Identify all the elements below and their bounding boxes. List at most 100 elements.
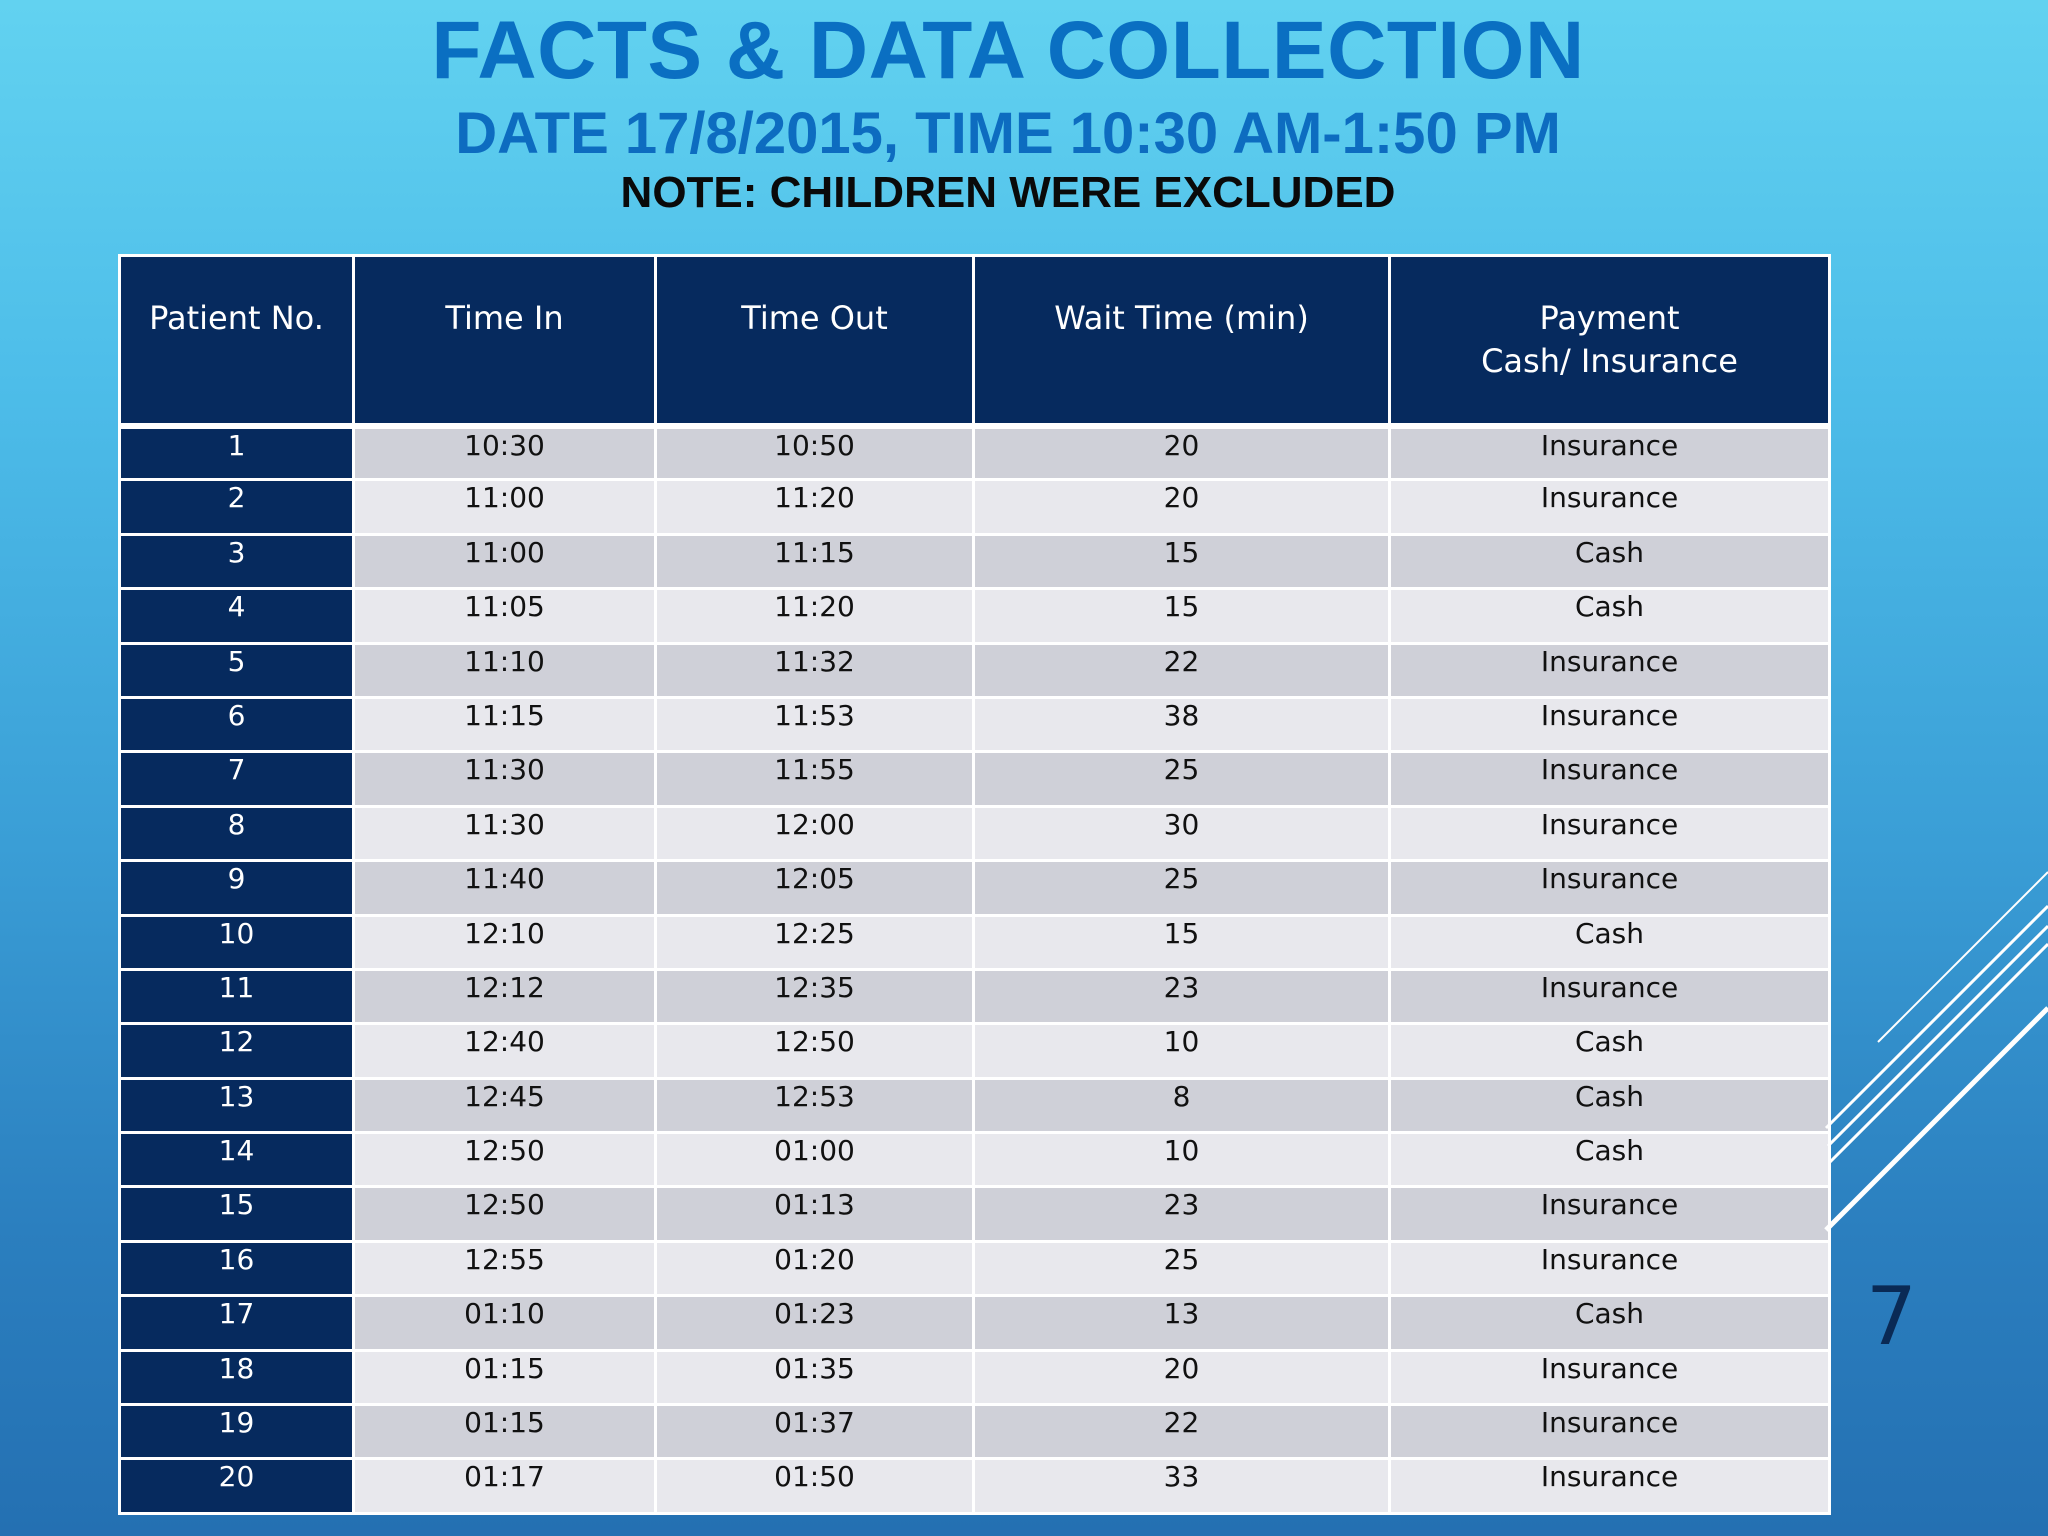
time-in-cell: 11:30 xyxy=(352,804,657,863)
time-in-cell: 11:05 xyxy=(352,587,657,645)
time-in-cell: 12:45 xyxy=(352,1076,657,1135)
time-out-cell: 11:20 xyxy=(654,478,975,536)
patient-number-cell: 14 xyxy=(118,1131,355,1189)
time-out-cell: 12:25 xyxy=(654,913,975,971)
time-out-cell: 01:23 xyxy=(654,1294,975,1352)
time-in-cell: 12:10 xyxy=(352,913,657,971)
time-in-cell: 11:15 xyxy=(352,695,657,754)
time-in-cell: 01:15 xyxy=(352,1348,657,1407)
wait-time-cell: 15 xyxy=(972,532,1391,591)
table-row: 3 11:00 11:15 15 Cash xyxy=(118,532,1831,591)
deco-line xyxy=(1824,904,2048,1130)
time-out-cell: 12:00 xyxy=(654,804,975,863)
patient-number-cell: 7 xyxy=(118,750,355,808)
table-row: 4 11:05 11:20 15 Cash xyxy=(118,587,1831,645)
payment-cell: Insurance xyxy=(1388,423,1831,482)
patient-number-cell: 10 xyxy=(118,913,355,971)
time-in-cell: 11:40 xyxy=(352,859,657,917)
wait-time-cell: 15 xyxy=(972,587,1391,645)
patient-number-cell: 2 xyxy=(118,478,355,536)
column-header-payment: Payment Cash/ Insurance xyxy=(1388,255,1831,429)
slide-note: NOTE: CHILDREN WERE EXCLUDED xyxy=(620,168,1396,217)
column-header-time-out: Time Out xyxy=(654,255,975,429)
wait-time-cell: 20 xyxy=(972,478,1391,536)
table-row: 6 11:15 11:53 38 Insurance xyxy=(118,695,1831,754)
wait-time-cell: 15 xyxy=(972,913,1391,971)
payment-cell: Insurance xyxy=(1388,859,1831,917)
slide-subtitle: DATE 17/8/2015, TIME 10:30 AM-1:50 PM xyxy=(455,101,1561,166)
table-row: 10 12:10 12:25 15 Cash xyxy=(118,913,1831,971)
payment-cell: Insurance xyxy=(1388,1457,1831,1515)
patient-number-cell: 16 xyxy=(118,1239,355,1298)
time-out-cell: 01:37 xyxy=(654,1403,975,1461)
time-in-cell: 01:10 xyxy=(352,1294,657,1352)
patient-number-cell: 6 xyxy=(118,695,355,754)
time-in-cell: 10:30 xyxy=(352,423,657,482)
payment-cell: Insurance xyxy=(1388,1348,1831,1407)
payment-cell: Insurance xyxy=(1388,1185,1831,1243)
time-out-cell: 11:15 xyxy=(654,532,975,591)
table-row: 16 12:55 01:20 25 Insurance xyxy=(118,1239,1831,1298)
patient-number-cell: 8 xyxy=(118,804,355,863)
wait-time-cell: 33 xyxy=(972,1457,1391,1515)
table-row: 14 12:50 01:00 10 Cash xyxy=(118,1131,1831,1189)
table-row: 9 11:40 12:05 25 Insurance xyxy=(118,859,1831,917)
payment-cell: Insurance xyxy=(1388,967,1831,1026)
deco-line xyxy=(1877,871,2048,1043)
deco-line xyxy=(1828,942,2048,1164)
table-row: 8 11:30 12:00 30 Insurance xyxy=(118,804,1831,863)
wait-time-cell: 22 xyxy=(972,641,1391,699)
payment-cell: Cash xyxy=(1388,1022,1831,1080)
table-row: 1 10:30 10:50 20 Insurance xyxy=(118,423,1831,482)
wait-time-cell: 10 xyxy=(972,1022,1391,1080)
patient-number-cell: 9 xyxy=(118,859,355,917)
time-in-cell: 12:40 xyxy=(352,1022,657,1080)
time-out-cell: 12:35 xyxy=(654,967,975,1026)
payment-cell: Cash xyxy=(1388,1131,1831,1189)
patient-number-cell: 12 xyxy=(118,1022,355,1080)
time-out-cell: 01:13 xyxy=(654,1185,975,1243)
wait-time-cell: 25 xyxy=(972,1239,1391,1298)
patient-number-cell: 18 xyxy=(118,1348,355,1407)
payment-cell: Insurance xyxy=(1388,750,1831,808)
patient-number-cell: 15 xyxy=(118,1185,355,1243)
slide-title: FACTS & DATA COLLECTION xyxy=(431,5,1585,96)
payment-cell: Cash xyxy=(1388,587,1831,645)
table-row: 15 12:50 01:13 23 Insurance xyxy=(118,1185,1831,1243)
payment-cell: Insurance xyxy=(1388,1239,1831,1298)
table-row: 19 01:15 01:37 22 Insurance xyxy=(118,1403,1831,1461)
patient-number-cell: 3 xyxy=(118,532,355,591)
payment-cell: Insurance xyxy=(1388,478,1831,536)
decorative-lines xyxy=(1824,871,2048,1232)
table-row: 12 12:40 12:50 10 Cash xyxy=(118,1022,1831,1080)
time-in-cell: 01:15 xyxy=(352,1403,657,1461)
table-row: 20 01:17 01:50 33 Insurance xyxy=(118,1457,1831,1515)
table-header-row: Patient No. Time In Time Out Wait Time (min… xyxy=(118,255,1831,429)
payment-cell: Cash xyxy=(1388,913,1831,971)
table-row: 2 11:00 11:20 20 Insurance xyxy=(118,478,1831,536)
time-out-cell: 11:55 xyxy=(654,750,975,808)
time-out-cell: 10:50 xyxy=(654,423,975,482)
column-header-wait-time: Wait Time (min) xyxy=(972,255,1391,429)
payment-cell: Cash xyxy=(1388,1076,1831,1135)
table-body: 1 10:30 10:50 20 Insurance 2 11:00 11:20 20 Insur… xyxy=(118,423,1831,1515)
patient-number-cell: 17 xyxy=(118,1294,355,1352)
time-out-cell: 12:50 xyxy=(654,1022,975,1080)
time-in-cell: 12:12 xyxy=(352,967,657,1026)
wait-time-cell: 38 xyxy=(972,695,1391,754)
table-row: 5 11:10 11:32 22 Insurance xyxy=(118,641,1831,699)
time-out-cell: 12:53 xyxy=(654,1076,975,1135)
payment-cell: Cash xyxy=(1388,1294,1831,1352)
time-out-cell: 12:05 xyxy=(654,859,975,917)
patient-number-cell: 13 xyxy=(118,1076,355,1135)
payment-cell: Cash xyxy=(1388,532,1831,591)
time-out-cell: 01:20 xyxy=(654,1239,975,1298)
column-header-time-in: Time In xyxy=(352,255,657,429)
wait-time-cell: 23 xyxy=(972,1185,1391,1243)
time-in-cell: 12:55 xyxy=(352,1239,657,1298)
wait-time-cell: 25 xyxy=(972,859,1391,917)
table-row: 18 01:15 01:35 20 Insurance xyxy=(118,1348,1831,1407)
wait-time-cell: 8 xyxy=(972,1076,1391,1135)
time-out-cell: 11:32 xyxy=(654,641,975,699)
time-in-cell: 01:17 xyxy=(352,1457,657,1515)
